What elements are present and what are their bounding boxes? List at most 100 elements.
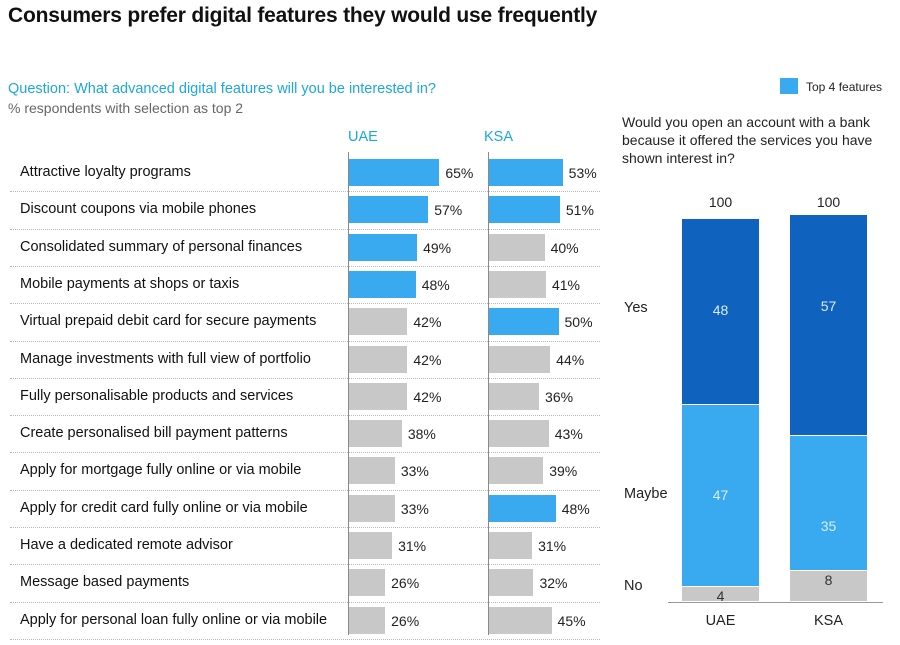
bar-ksa <box>489 233 545 261</box>
bar-value-ksa: 31% <box>538 538 567 554</box>
row-label: Apply for credit card fully online or vi… <box>20 499 308 516</box>
bar-value-ksa: 41% <box>551 276 581 293</box>
bar-value-uae: 42% <box>413 314 442 331</box>
row-label: Discount coupons via mobile phones <box>20 201 257 218</box>
subtitle-text: % respondents with selection as top 2 <box>8 100 244 116</box>
bar-ksa <box>489 457 544 485</box>
bar-value-ksa: 43% <box>554 426 583 443</box>
bar-value-uae: 42% <box>413 351 442 368</box>
segment-maybe <box>790 435 867 571</box>
bar-value-ksa: 39% <box>549 463 578 480</box>
segment-yes <box>790 215 867 435</box>
question-text: Question: What advanced digital features… <box>8 81 436 97</box>
stacked-chart-question: Would you open an account with a bank be… <box>622 114 873 166</box>
segment-value: 8 <box>824 572 833 589</box>
total-label: 100 <box>708 194 733 210</box>
stack-category-maybe: Maybe <box>624 486 668 502</box>
row-separator <box>10 191 600 193</box>
segment-value: 47 <box>712 486 729 503</box>
segment-value: 48 <box>712 301 729 318</box>
bar-ksa <box>489 308 559 336</box>
bar-ksa <box>489 159 563 186</box>
row-label: Apply for personal loan fully online or … <box>20 611 328 628</box>
row-separator <box>10 564 600 566</box>
bar-ksa <box>489 606 552 634</box>
row-separator <box>10 303 600 305</box>
bar-ksa <box>489 196 560 224</box>
bar-value-uae: 26% <box>391 612 420 629</box>
bar-value-uae: 31% <box>398 538 427 554</box>
bar-value-uae: 49% <box>423 239 452 256</box>
bar-ksa <box>489 420 549 448</box>
segment-value: 57 <box>820 298 837 314</box>
bar-value-ksa: 36% <box>545 388 574 405</box>
segment-no <box>790 571 867 601</box>
x-axis-label: KSA <box>813 613 843 629</box>
row-separator <box>10 265 600 267</box>
bar-uae <box>349 420 402 448</box>
row-separator <box>10 489 600 491</box>
bar-value-ksa: 48% <box>561 500 590 517</box>
row-label: Virtual prepaid debit card for secure pa… <box>20 313 317 330</box>
bar-ksa <box>489 382 540 410</box>
row-label: Consolidated summary of personal finance… <box>20 238 303 255</box>
row-label: Apply for mortgage fully online or via m… <box>20 462 302 479</box>
bar-value-uae: 42% <box>413 388 442 405</box>
legend-swatch <box>780 78 798 94</box>
bar-uae <box>349 457 395 485</box>
row-separator <box>10 415 600 417</box>
stack-category-yes: Yes <box>624 300 648 316</box>
bar-uae <box>349 233 418 261</box>
uae-axis-line <box>348 152 349 635</box>
baseline <box>668 602 883 603</box>
bar-uae <box>349 196 429 224</box>
bar-uae <box>349 532 393 559</box>
row-label: Manage investments with full view of por… <box>20 350 311 367</box>
row-separator <box>10 340 600 342</box>
bar-ksa <box>489 345 551 373</box>
bar-uae <box>349 569 386 597</box>
bar-uae <box>349 159 440 186</box>
segment-no <box>682 586 759 601</box>
segment-value: 4 <box>716 587 725 604</box>
total-label: 100 <box>816 194 841 210</box>
column-header-uae: UAE <box>348 129 378 145</box>
row-label: Attractive loyalty programs <box>20 164 191 180</box>
row-separator <box>10 228 600 230</box>
row-separator <box>10 601 600 603</box>
bar-value-ksa: 40% <box>550 239 579 256</box>
bar-ksa <box>489 532 533 559</box>
bar-ksa <box>489 494 556 522</box>
bar-value-uae: 33% <box>400 500 429 517</box>
bar-value-uae: 57% <box>434 202 463 219</box>
bar-value-uae: 33% <box>400 463 429 480</box>
segment-value: 35 <box>820 517 837 534</box>
row-separator <box>10 638 600 640</box>
bar-uae <box>349 308 408 336</box>
row-separator <box>10 377 600 379</box>
bar-uae <box>349 270 416 298</box>
bar-ksa <box>489 569 534 597</box>
ksa-axis-line <box>488 152 489 635</box>
bar-ksa <box>489 270 546 298</box>
bar-value-ksa: 44% <box>556 351 585 368</box>
row-label: Have a dedicated remote advisor <box>20 537 233 553</box>
bar-uae <box>349 494 395 522</box>
bar-value-ksa: 53% <box>568 165 597 181</box>
row-label: Create personalised bill payment pattern… <box>20 425 288 442</box>
bar-uae <box>349 606 386 634</box>
segment-yes <box>682 218 759 404</box>
segment-maybe <box>682 404 759 586</box>
bar-value-uae: 65% <box>445 165 474 181</box>
bar-value-ksa: 51% <box>565 202 594 219</box>
row-separator <box>10 452 600 454</box>
bar-uae <box>349 382 408 410</box>
bar-value-uae: 48% <box>421 276 450 293</box>
column-header-ksa: KSA <box>484 129 514 145</box>
bar-value-uae: 26% <box>391 575 420 592</box>
bar-value-ksa: 50% <box>564 314 593 331</box>
row-label: Mobile payments at shops or taxis <box>20 275 240 292</box>
chart-title: Consumers prefer digital features they w… <box>8 4 598 27</box>
row-label: Fully personalisable products and servic… <box>20 387 294 404</box>
bar-value-uae: 38% <box>407 426 436 443</box>
